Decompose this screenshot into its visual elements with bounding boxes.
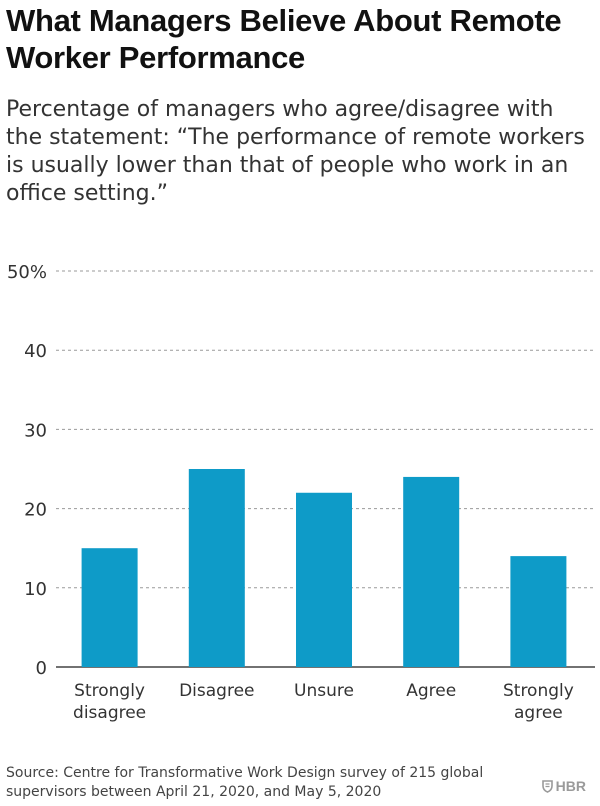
bar [81,548,138,667]
bar [403,476,460,667]
hbr-logo: HBR [541,778,586,794]
bars [81,469,567,667]
chart-subtitle: Percentage of managers who agree/disagre… [6,97,585,206]
chart-title: What Managers Believe About Remote Worke… [6,3,562,75]
x-axis-ticks: Strongly disagree Disagree Unsure Agree Stron… [73,681,574,723]
x-tick-label: Strongly agree [503,681,574,723]
y-tick-label: 30 [24,420,47,441]
y-tick-label: 10 [24,579,47,600]
y-tick-label: 20 [24,500,47,521]
y-axis-ticks: 0 10 20 30 40 50% [7,262,47,679]
x-tick-label: Unsure [294,681,354,701]
bar [188,469,245,667]
y-tick-label: 50% [7,262,47,283]
source-note: Source: Centre for Transformative Work D… [6,765,484,800]
y-tick-label: 0 [36,658,47,679]
x-tick-label: Strongly disagree [73,681,146,723]
x-tick-label: Agree [406,681,456,701]
x-tick-label: Disagree [179,681,254,701]
bar [510,556,567,667]
bar [296,492,352,667]
logo-text: HBR [555,778,586,794]
y-tick-label: 40 [24,341,47,362]
shield-icon [541,779,553,793]
bar-chart: 0 10 20 30 40 50% Strongly disagree Disagree Uns… [7,262,595,723]
